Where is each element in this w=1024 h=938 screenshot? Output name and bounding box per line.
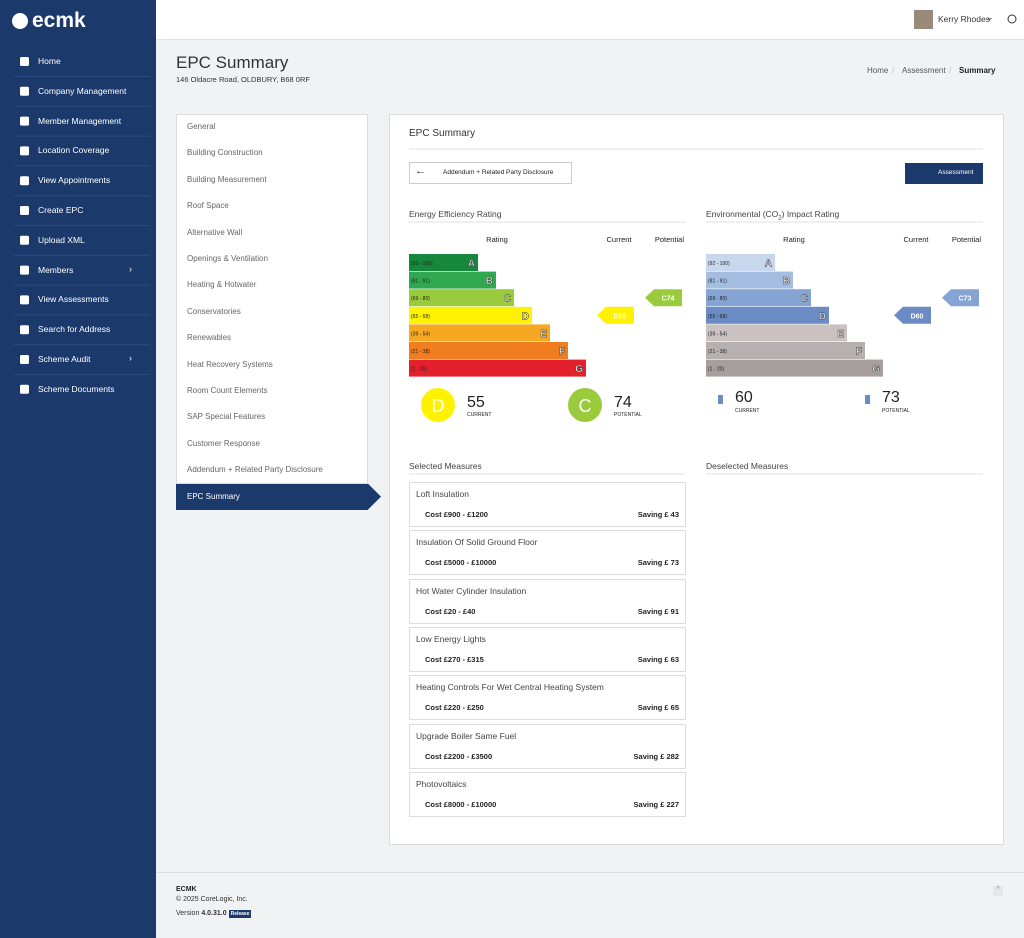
measure-cost: Cost £20 - £40 (425, 606, 476, 616)
rating-title-text: Environmental (CO (706, 209, 779, 219)
assessment-button-label[interactable]: Assessment (938, 169, 974, 176)
step-item[interactable]: SAP Special Features (187, 412, 266, 422)
nav-item[interactable]: View Assessments (38, 294, 109, 305)
measure-saving: Saving £ 73 (637, 558, 679, 568)
measure-cost: Cost £8000 - £10000 (425, 799, 497, 809)
measure-name: Loft Insulation (416, 489, 469, 499)
version-label: Version (176, 910, 200, 917)
assessment-button[interactable] (905, 163, 983, 184)
measure-card (409, 626, 686, 672)
measure-card (409, 723, 686, 769)
step-item[interactable]: Renewables (187, 333, 232, 343)
nav-item[interactable]: Upload XML (38, 234, 85, 245)
nav-item[interactable]: Scheme Documents (38, 383, 115, 394)
nav-item[interactable]: Member Management (38, 115, 122, 126)
measures-title: Deselected Measures (706, 461, 789, 471)
measure-cost: Cost £5000 - £10000 (425, 558, 497, 568)
nav-item[interactable]: Home (38, 56, 61, 66)
version-badge: Release (228, 910, 252, 918)
measure-cost: Cost £270 - £315 (425, 654, 484, 664)
measure-saving: Saving £ 91 (637, 606, 679, 616)
step-item[interactable]: Alternative Wall (187, 227, 243, 237)
nav-item[interactable]: Search for Address (38, 324, 111, 335)
measure-name: Photovoltaics (416, 778, 467, 789)
back-button[interactable] (409, 162, 572, 184)
nav-chevron: › (129, 263, 132, 274)
steps-panel (176, 114, 368, 484)
topbar (156, 0, 1024, 40)
measure-name: Heating Controls For Wet Central Heating… (416, 682, 604, 693)
measure-card (409, 530, 686, 576)
step-item[interactable]: Openings & Ventilation (187, 254, 268, 263)
scroll-top[interactable]: ^ (993, 886, 1003, 896)
main-panel (389, 114, 1004, 845)
user-caret: ⌄ (986, 12, 994, 22)
nav-chevron: › (129, 353, 132, 363)
step-item[interactable]: Heat Recovery Systems (187, 359, 273, 369)
step-item[interactable]: EPC Summary (187, 491, 240, 501)
brand: ecmk (32, 9, 86, 32)
measures-title: Selected Measures (409, 461, 482, 471)
breadcrumb-item[interactable]: Assessment (902, 66, 946, 75)
step-active-bg (176, 483, 368, 510)
sidebar (0, 0, 156, 938)
breadcrumb-item: Summary (959, 66, 996, 75)
step-item[interactable]: Building Construction (187, 148, 263, 158)
step-item[interactable]: Conservatories (187, 306, 241, 316)
measure-cost: Cost £2200 - £3500 (425, 751, 493, 761)
measure-saving: Saving £ 63 (637, 654, 679, 664)
footer-copyright: © 2025 CoreLogic, Inc. (176, 896, 248, 903)
breadcrumb-sep: / (892, 66, 895, 75)
back-button-label[interactable]: Addendum + Related Party Disclosure (443, 169, 554, 176)
step-item[interactable]: Room Count Elements (187, 386, 268, 395)
breadcrumb-sep: / (949, 66, 952, 75)
nav-item[interactable]: Members (38, 264, 74, 275)
page-title: EPC Summary (176, 53, 289, 72)
rating-title-text: Energy Efficiency Rating (409, 209, 502, 219)
step-active-arrow (368, 483, 381, 510)
version-number: 4.0.31.0 (201, 910, 227, 917)
measure-saving: Saving £ 282 (633, 751, 679, 761)
panel-title: EPC Summary (409, 128, 476, 139)
step-item[interactable]: Roof Space (187, 201, 229, 211)
step-item[interactable]: General (187, 122, 216, 131)
page-subtitle: 146 Oldacre Road, OLDBURY, B68 0RF (176, 75, 310, 84)
user-name[interactable]: Kerry Rhodes (938, 14, 990, 24)
measure-name: Upgrade Boiler Same Fuel (416, 730, 517, 741)
measure-card (409, 482, 686, 527)
measure-cost: Cost £900 - £1200 (425, 510, 488, 519)
rating-title: Energy Efficiency Rating (409, 209, 501, 219)
rating-title-sub: 2 (778, 215, 782, 222)
footer-bar (156, 872, 1024, 938)
nav-item[interactable]: View Appointments (38, 175, 111, 186)
footer-version: Version 4.0.31.0 Release (176, 910, 252, 918)
rating-title: Environmental (CO2) Impact Rating (706, 209, 839, 222)
step-item[interactable]: Customer Response (187, 438, 260, 448)
rating-title-text: ) Impact Rating (781, 209, 840, 219)
measure-card (409, 578, 686, 624)
breadcrumb-item[interactable]: Home (867, 66, 889, 75)
measure-name: Hot Water Cylinder Insulation (416, 585, 527, 596)
nav-item[interactable]: Scheme Audit (38, 354, 91, 364)
measure-card (409, 771, 686, 817)
measure-name: Low Energy Lights (416, 633, 486, 644)
nav-item[interactable]: Create EPC (38, 205, 84, 215)
measure-name: Insulation Of Solid Ground Floor (416, 537, 538, 548)
back-arrow: ← (415, 165, 426, 177)
nav-item[interactable]: Company Management (38, 85, 127, 96)
step-item[interactable]: Addendum + Related Party Disclosure (187, 465, 323, 475)
step-item[interactable]: Building Measurement (187, 174, 267, 184)
measure-saving: Saving £ 65 (637, 703, 679, 713)
measure-saving: Saving £ 227 (633, 799, 679, 809)
measure-card (409, 675, 686, 721)
measure-cost: Cost £220 - £250 (425, 703, 484, 713)
nav-item[interactable]: Location Coverage (38, 145, 110, 156)
step-item[interactable]: Heating & Hotwater (187, 280, 257, 290)
measure-saving: Saving £ 43 (637, 510, 679, 519)
footer-company: ECMK (176, 886, 197, 893)
